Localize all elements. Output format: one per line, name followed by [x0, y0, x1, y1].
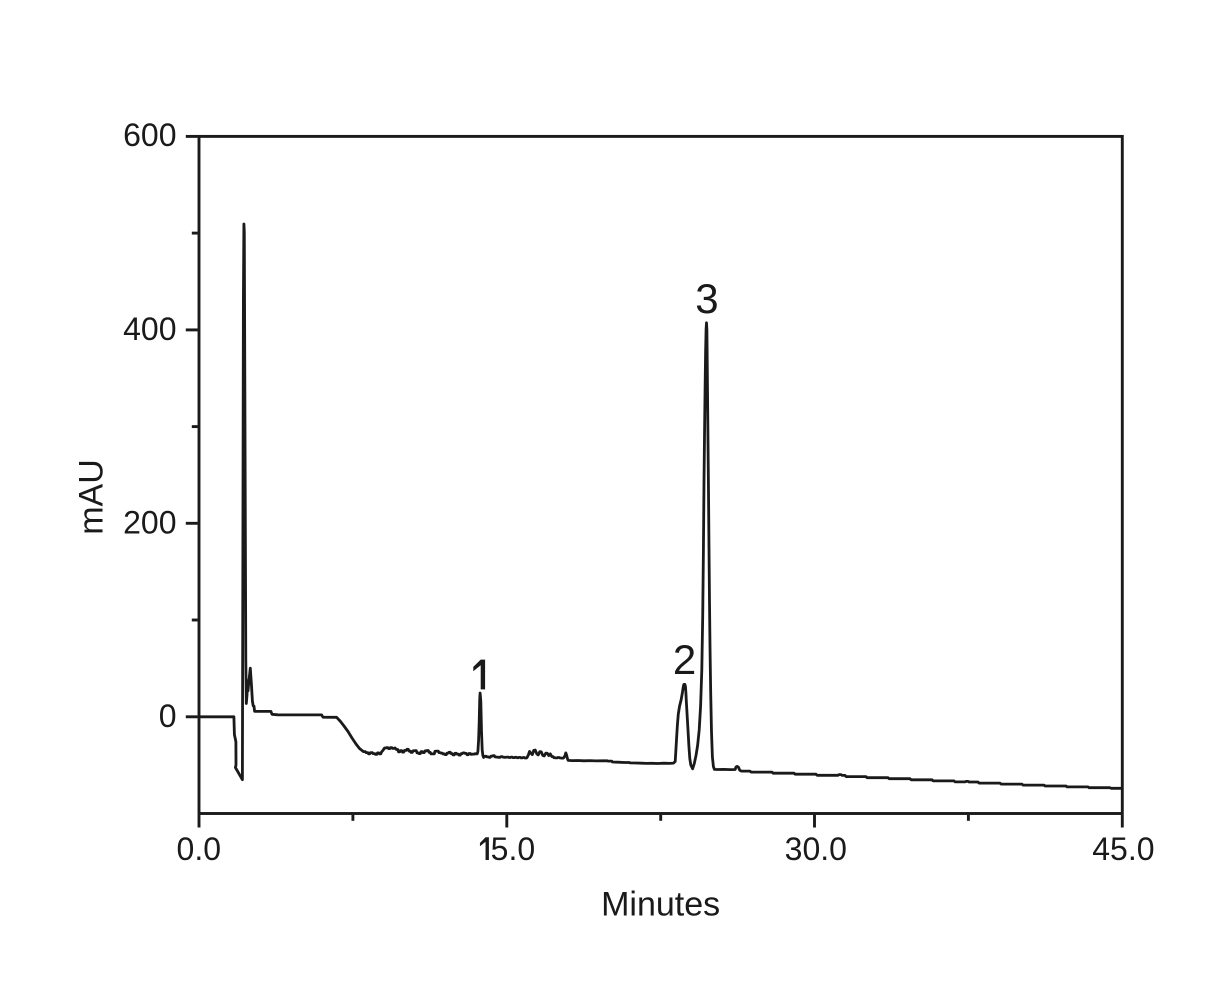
- svg-text:0: 0: [159, 698, 177, 734]
- svg-text:mAU: mAU: [73, 459, 111, 535]
- svg-text:3: 3: [695, 275, 718, 322]
- svg-text:45.0: 45.0: [1092, 831, 1154, 867]
- svg-text:200: 200: [123, 504, 176, 540]
- svg-text:5.0: 5.0: [491, 831, 535, 867]
- svg-text:2: 2: [673, 636, 696, 683]
- svg-text:400: 400: [123, 311, 176, 347]
- svg-text:30.0: 30.0: [785, 831, 847, 867]
- svg-text:0.0: 0.0: [177, 831, 221, 867]
- svg-text:600: 600: [123, 117, 176, 153]
- svg-text:Minutes: Minutes: [601, 885, 720, 923]
